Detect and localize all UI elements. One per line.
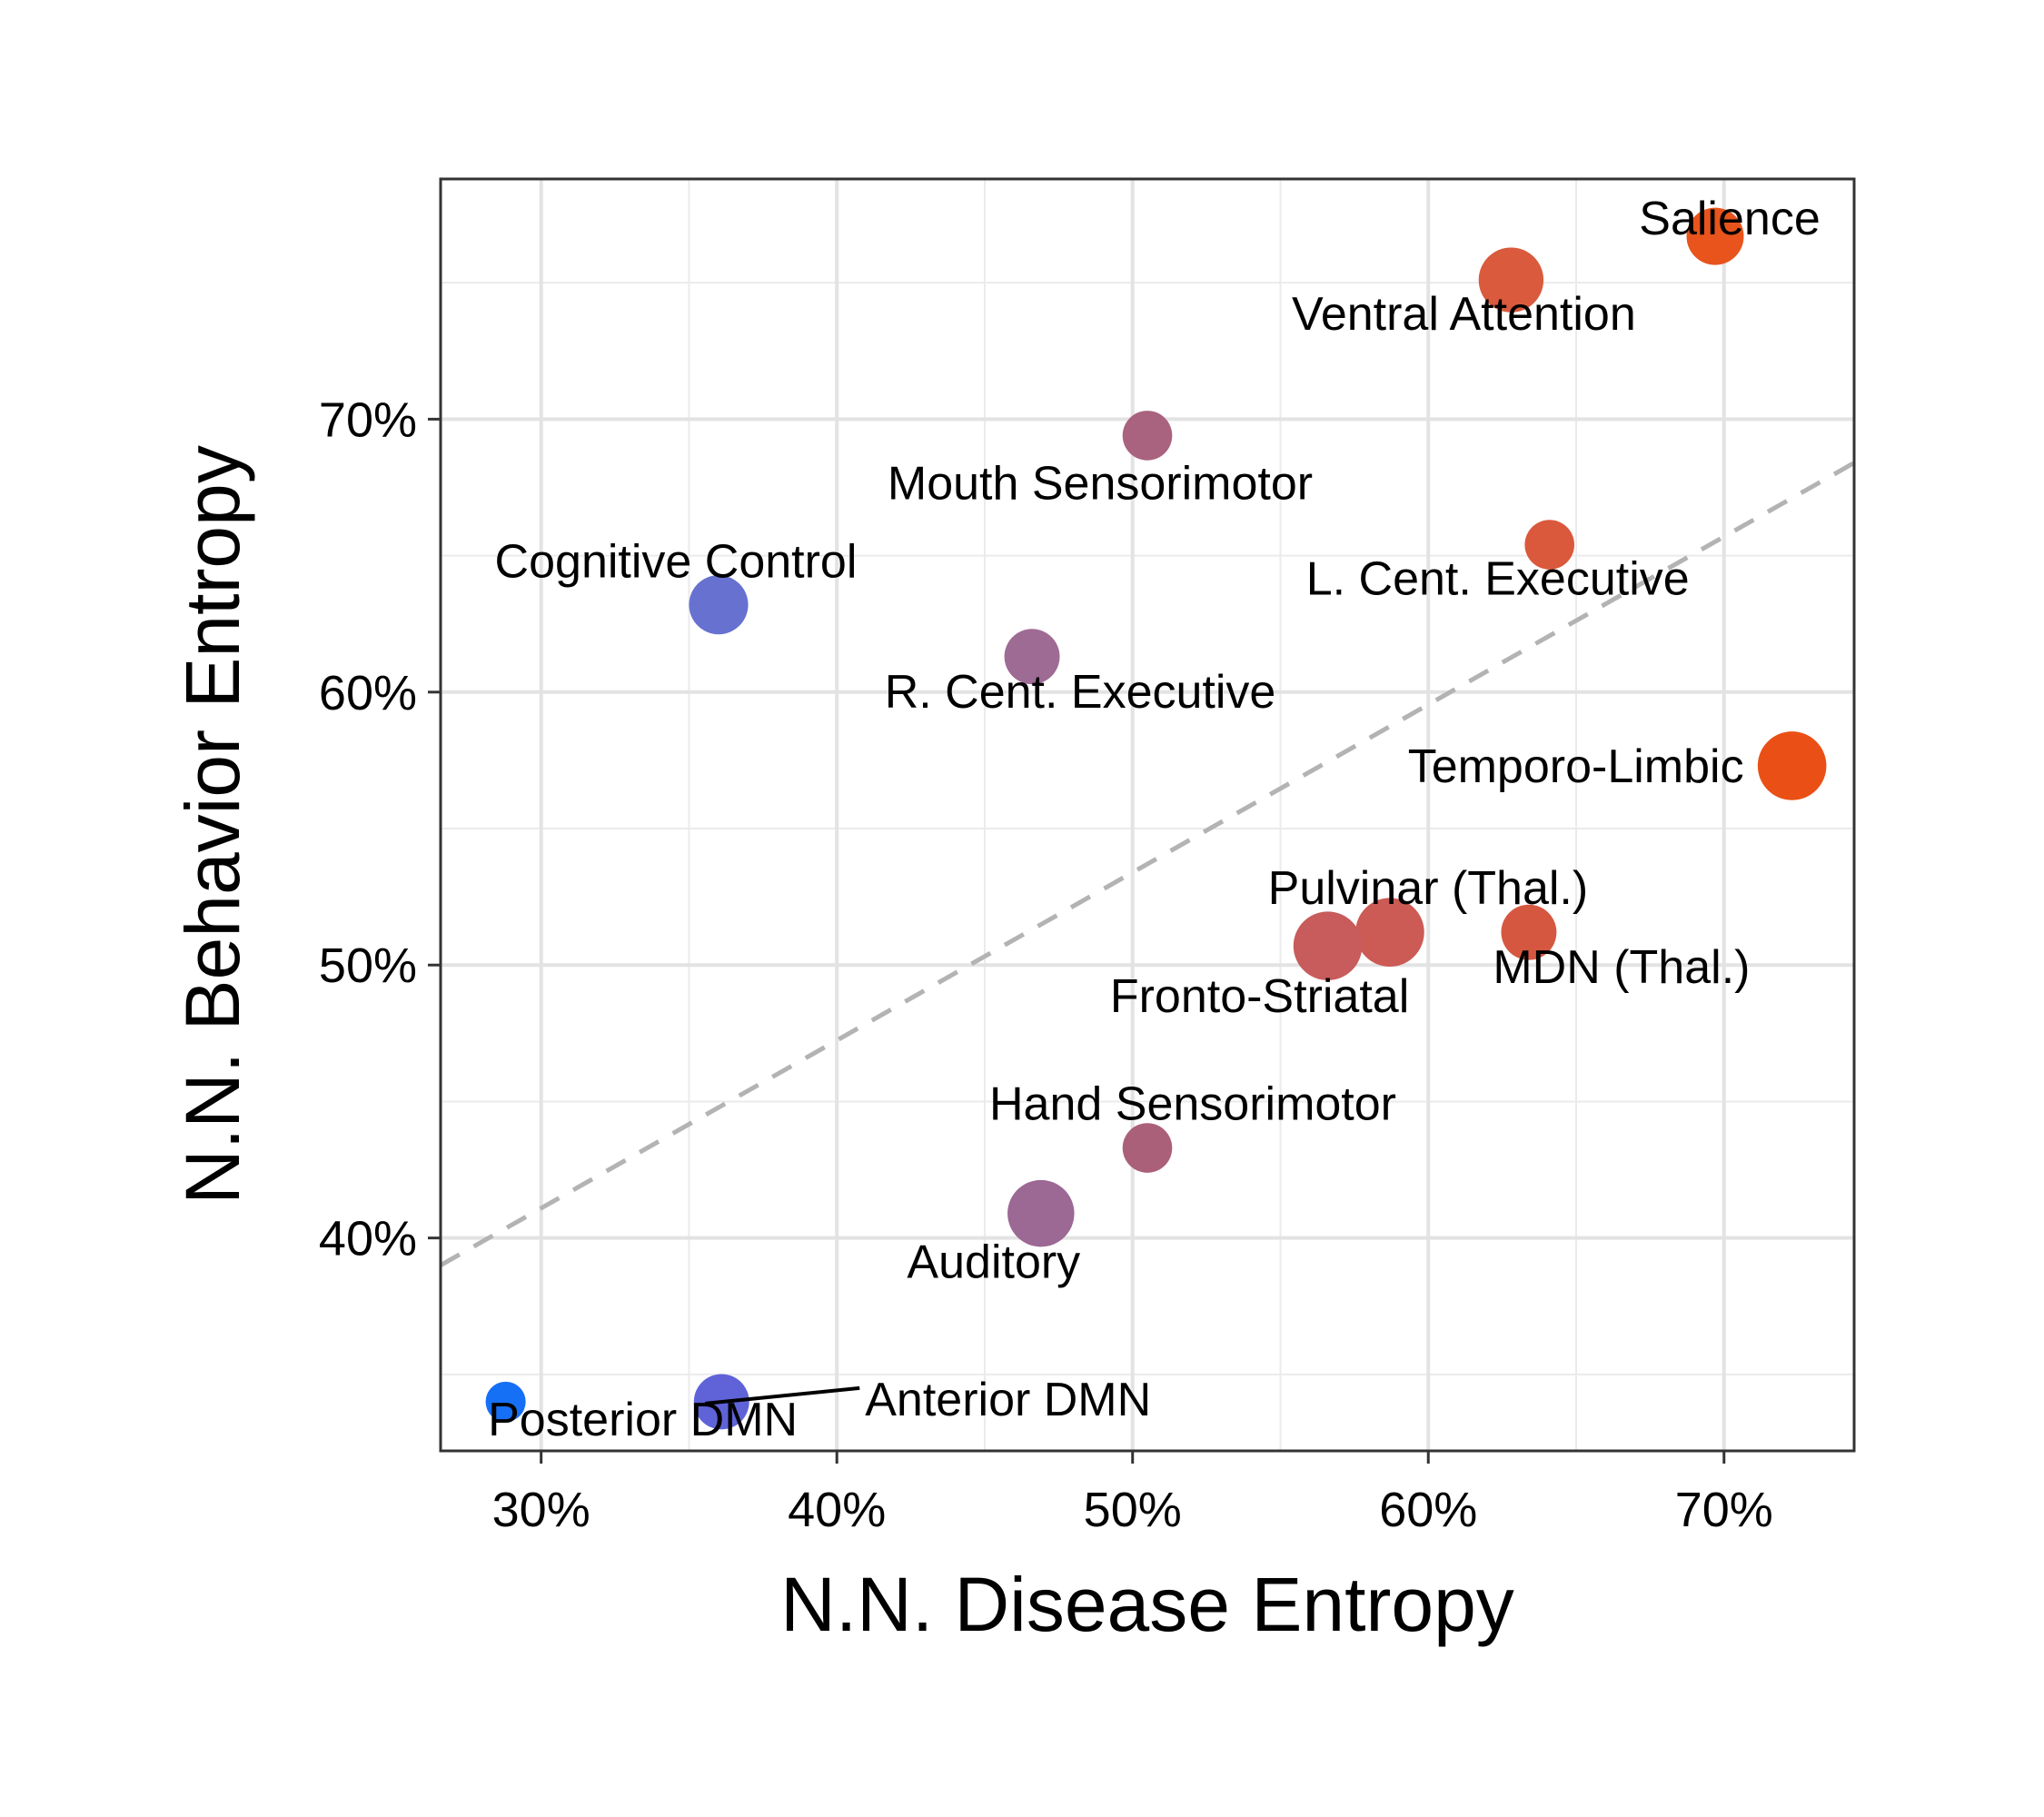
- data-point: [1478, 247, 1544, 313]
- point-label: Ventral Attention: [1292, 288, 1636, 341]
- label-leader-line: [705, 1385, 860, 1405]
- data-point: [1524, 520, 1575, 570]
- data-point: [1293, 911, 1363, 981]
- y-tick-label: 70%: [319, 392, 417, 447]
- data-point: [1757, 731, 1827, 800]
- point-label: Hand Sensorimotor: [989, 1078, 1396, 1131]
- point-label: Pulvinar (Thal.): [1268, 862, 1589, 915]
- data-point: [1007, 1179, 1075, 1247]
- x-tick-label: 60%: [1379, 1483, 1477, 1537]
- data-points: [485, 207, 1827, 1430]
- point-label: Temporo-Limbic: [1408, 740, 1744, 793]
- point-label: R. Cent. Executive: [885, 666, 1276, 719]
- x-axis-title: N.N. Disease Entropy: [780, 1562, 1514, 1647]
- data-point: [1686, 207, 1744, 265]
- data-point: [1501, 904, 1557, 960]
- x-tick-label: 30%: [492, 1483, 590, 1537]
- panel-border: [439, 177, 1856, 1453]
- point-label: Mouth Sensorimotor: [888, 457, 1313, 510]
- point-label: Auditory: [907, 1236, 1080, 1289]
- data-point: [1122, 1123, 1173, 1173]
- x-tick-label: 70%: [1675, 1483, 1773, 1537]
- y-axis-title: N.N. Behavior Entropy: [170, 445, 255, 1205]
- data-point: [689, 575, 749, 635]
- point-label: Salience: [1639, 193, 1820, 245]
- data-point: [1122, 411, 1173, 461]
- x-tick-label: 40%: [788, 1483, 886, 1537]
- point-label: Cognitive Control: [495, 536, 858, 589]
- y-axis-ticks: 40% 50% 60% 70%: [319, 392, 441, 1266]
- data-point: [1355, 898, 1424, 967]
- y-tick-label: 60%: [319, 666, 417, 720]
- point-label: MDN (Thal.): [1493, 941, 1750, 994]
- point-label: Fronto-Striatal: [1110, 970, 1409, 1023]
- point-label: Posterior DMN: [488, 1394, 798, 1446]
- point-label: L. Cent. Executive: [1306, 553, 1690, 606]
- x-axis-ticks: 30% 40% 50% 60% 70%: [492, 1451, 1773, 1537]
- y-tick-label: 40%: [319, 1212, 417, 1266]
- reference-line: [439, 461, 1856, 1267]
- data-point: [1004, 629, 1060, 685]
- x-tick-label: 50%: [1084, 1483, 1182, 1537]
- data-point: [485, 1381, 526, 1422]
- point-label: Anterior DMN: [865, 1374, 1151, 1426]
- y-tick-label: 50%: [319, 938, 417, 993]
